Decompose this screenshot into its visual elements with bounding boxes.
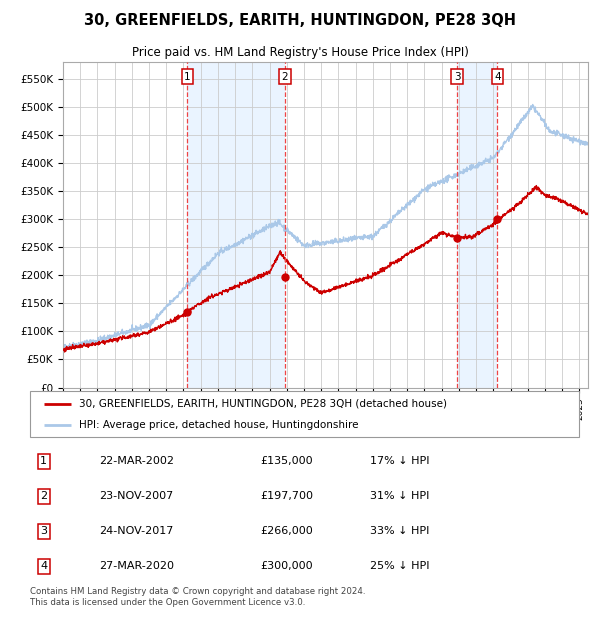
Text: 22-MAR-2002: 22-MAR-2002: [98, 456, 173, 466]
Bar: [457, 62, 497, 388]
Text: 30, GREENFIELDS, EARITH, HUNTINGDON, PE28 3QH: 30, GREENFIELDS, EARITH, HUNTINGDON, PE2…: [84, 13, 516, 28]
Text: 3: 3: [454, 72, 460, 82]
Text: £300,000: £300,000: [260, 561, 313, 571]
Text: £266,000: £266,000: [260, 526, 313, 536]
Text: 31% ↓ HPI: 31% ↓ HPI: [370, 491, 430, 502]
Text: Contains HM Land Registry data © Crown copyright and database right 2024.
This d: Contains HM Land Registry data © Crown c…: [30, 587, 365, 608]
Text: 23-NOV-2007: 23-NOV-2007: [98, 491, 173, 502]
Text: 30, GREENFIELDS, EARITH, HUNTINGDON, PE28 3QH (detached house): 30, GREENFIELDS, EARITH, HUNTINGDON, PE2…: [79, 399, 448, 409]
Text: 1: 1: [40, 456, 47, 466]
Text: £135,000: £135,000: [260, 456, 313, 466]
Point: [280, 272, 290, 281]
Text: HPI: Average price, detached house, Huntingdonshire: HPI: Average price, detached house, Hunt…: [79, 420, 359, 430]
Text: 17% ↓ HPI: 17% ↓ HPI: [370, 456, 430, 466]
Text: 2: 2: [40, 491, 47, 502]
Text: 33% ↓ HPI: 33% ↓ HPI: [370, 526, 430, 536]
Text: 4: 4: [494, 72, 501, 82]
Point: [182, 307, 192, 317]
Text: 25% ↓ HPI: 25% ↓ HPI: [370, 561, 430, 571]
Point: [452, 233, 462, 243]
Text: Price paid vs. HM Land Registry's House Price Index (HPI): Price paid vs. HM Land Registry's House …: [131, 46, 469, 59]
Text: 1: 1: [184, 72, 191, 82]
FancyBboxPatch shape: [30, 391, 579, 437]
Bar: [187, 62, 285, 388]
Text: 27-MAR-2020: 27-MAR-2020: [98, 561, 173, 571]
Point: [493, 214, 502, 224]
Text: 2: 2: [281, 72, 288, 82]
Text: 24-NOV-2017: 24-NOV-2017: [98, 526, 173, 536]
Text: 4: 4: [40, 561, 47, 571]
Text: 3: 3: [40, 526, 47, 536]
Text: £197,700: £197,700: [260, 491, 314, 502]
